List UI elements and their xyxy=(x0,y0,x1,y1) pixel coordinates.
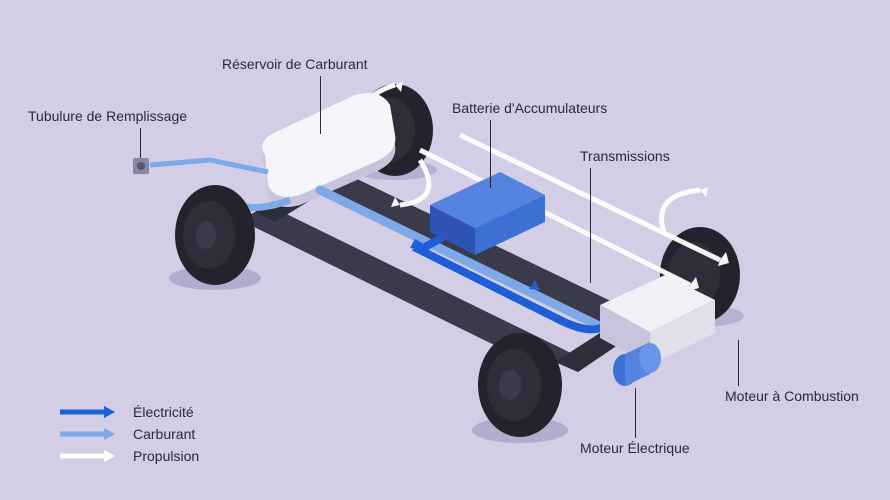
legend-label-fuel: Carburant xyxy=(133,426,195,442)
legend-electricity: Électricité xyxy=(60,404,199,420)
leader-battery xyxy=(490,120,491,188)
filler-cap xyxy=(133,158,149,174)
legend-arrow-fuel xyxy=(60,427,115,441)
legend-arrow-propulsion xyxy=(60,449,115,463)
leader-electric xyxy=(635,388,636,438)
legend: Électricité Carburant Propulsion xyxy=(60,398,199,470)
legend-label-propulsion: Propulsion xyxy=(133,448,199,464)
label-fuel-tank: Réservoir de Carburant xyxy=(222,56,368,72)
legend-propulsion: Propulsion xyxy=(60,448,199,464)
engine-block xyxy=(600,275,715,386)
legend-arrow-electricity xyxy=(60,405,115,419)
label-transmissions: Transmissions xyxy=(580,148,670,164)
leader-combustion xyxy=(738,340,739,386)
leader-fuel-tank xyxy=(320,76,321,134)
wheel-front-left xyxy=(478,333,562,437)
legend-fuel: Carburant xyxy=(60,426,199,442)
legend-label-electricity: Électricité xyxy=(133,404,194,420)
leader-transmissions xyxy=(590,168,591,283)
leader-filler xyxy=(140,128,141,158)
label-combustion-engine: Moteur à Combustion xyxy=(725,388,859,404)
label-electric-motor: Moteur Électrique xyxy=(580,440,690,456)
wheel-rear-left xyxy=(175,185,255,285)
label-battery: Batterie d'Accumulateurs xyxy=(452,100,607,116)
label-filler: Tubulure de Remplissage xyxy=(28,108,187,124)
